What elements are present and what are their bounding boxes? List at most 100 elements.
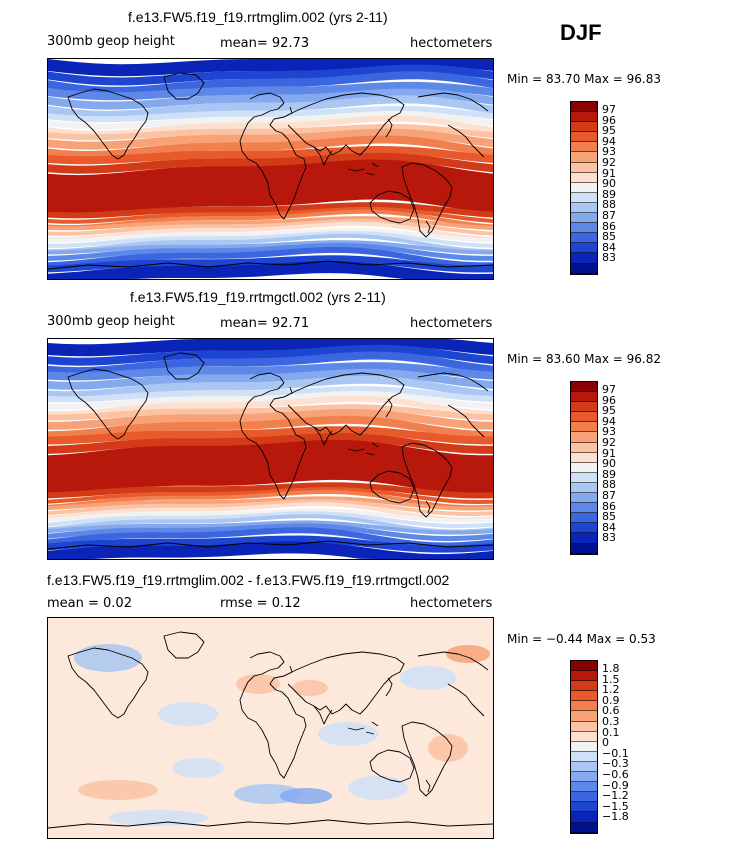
coastline [425,220,431,234]
colorbar-tick-label: 88 [602,478,616,492]
panel-1-map [47,58,494,280]
contour-band [48,523,493,542]
colorbar-tick-label: −0.3 [602,757,629,771]
contour-band [48,415,493,440]
colorbar-tick-label: 84 [602,240,616,254]
contour-band [48,426,493,445]
colorbar-segment [571,182,597,193]
contour-band [48,508,493,523]
colorbar-tick-label: 0.3 [602,715,620,728]
coastline [417,92,489,112]
colorbar-tick-label: 91 [602,166,616,180]
anomaly-region [236,674,280,694]
contour-band [48,527,493,549]
contour-band [48,110,493,130]
coastline [48,819,493,829]
panel-1-units-label: hectometers [410,36,493,51]
panel-3-map-svg [48,618,493,838]
coastline [239,651,307,779]
contour-band [48,499,493,516]
colorbar-segment [571,223,597,234]
colorbar-segment [571,792,597,803]
coastline [347,721,379,735]
coastline [67,647,149,719]
colorbar-tick-label: 87 [602,489,616,502]
contour-band [48,88,493,110]
colorbar-tick-label: 85 [602,510,616,524]
contour-band [48,351,493,376]
contour-band [48,395,493,418]
contour-band [48,71,493,95]
colorbar-tick-label: 87 [602,209,616,222]
colorbar-segment [571,681,597,692]
contour-band [48,386,493,403]
anomaly-region [446,645,490,663]
panel-1-mean-label: mean= 92.73 [220,36,310,51]
contour-band [48,243,493,261]
coastline [447,124,485,158]
colorbar-segment [571,192,597,203]
contour-band [48,541,493,559]
panel-2-mean-label: mean= 92.71 [220,316,310,331]
panel-3-mean-label: mean = 0.02 [47,596,132,611]
panel-3-colorbar [570,660,598,834]
contour-band [48,520,493,535]
colorbar-segment [571,822,597,833]
coastline [369,470,415,504]
colorbar-segment [571,172,597,183]
panel-1-colorbar [570,101,598,275]
colorbar-tick-label: −0.1 [602,746,629,760]
colorbar-segment [571,112,597,123]
colorbar-segment [571,412,597,423]
colorbar-tick-label: 0.9 [602,693,620,707]
colorbar-segment [571,701,597,712]
colorbar-segment [571,202,597,214]
colorbar-segment [571,513,597,524]
season-label: DJF [560,20,602,45]
colorbar-segment [571,721,597,732]
colorbar-segment [571,543,597,554]
colorbar-tick-label: 93 [602,145,616,159]
colorbar-tick-label: 83 [602,251,616,265]
coastline [385,677,393,697]
colorbar-tick-label: 85 [602,230,616,244]
anomaly-region [108,810,208,826]
coastline [67,368,149,440]
coastline [347,442,379,456]
colorbar-segment [571,482,597,494]
colorbar-segment [571,503,597,514]
colorbar-segment [571,533,597,544]
anomaly-region [400,666,456,690]
contour-band [48,368,493,390]
contour-band [48,439,493,496]
colorbar-tick-label: 86 [602,219,616,233]
contour-band [48,202,493,219]
coastline [283,372,405,436]
anomaly-region [428,734,468,762]
contour-band [48,81,493,101]
colorbar-segment [571,691,597,702]
coastline [385,398,393,418]
colorbar-tick-label: 0.6 [602,704,620,718]
contour-band [48,344,493,366]
contour-band [48,390,493,410]
panel-2-minmax: Min = 83.60 Max = 96.82 [507,352,661,366]
panel-1-title: f.e13.FW5.f19_f19.rrtmglim.002 (yrs 2-11… [128,9,388,25]
coastline [283,651,405,715]
panel-2-title: f.e13.FW5.f19_f19.rrtmgctl.002 (yrs 2-11… [130,289,386,305]
contour-band [48,490,493,510]
coastline [239,92,307,220]
contour-band [48,159,493,216]
colorbar-segment [571,772,597,783]
colorbar-tick-label: −0.6 [602,768,629,781]
colorbar-segment [571,761,597,773]
colorbar-tick-label: 92 [602,156,616,169]
contour-band [48,221,493,242]
colorbar-tick-label: 86 [602,499,616,513]
colorbar-segment [571,711,597,722]
anomaly-region [292,680,328,696]
colorbar-segment [571,802,597,813]
anomaly-region [78,780,158,800]
coastline [163,631,205,659]
colorbar-tick-label: −0.9 [602,778,629,792]
